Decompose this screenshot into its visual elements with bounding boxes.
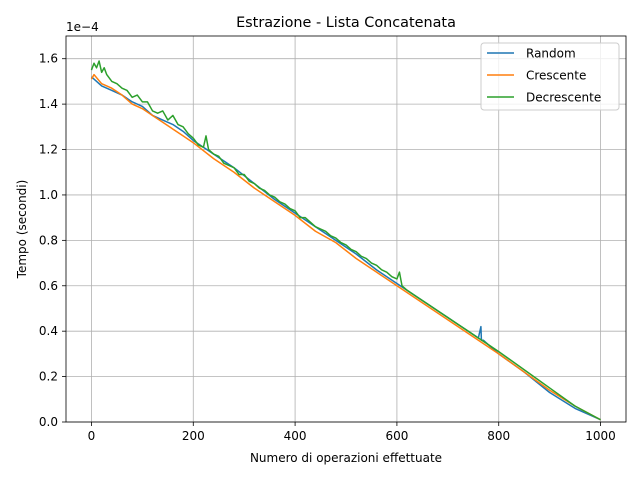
y-tick-label: 1.4: [39, 97, 58, 111]
y-tick-label: 0.4: [39, 324, 58, 338]
y-tick-label: 0.0: [39, 415, 58, 429]
x-axis-label: Numero di operazioni effettuate: [250, 451, 442, 465]
legend-label-crescente: Crescente: [526, 69, 586, 83]
grid: [66, 36, 626, 423]
y-tick-label: 1.0: [39, 188, 58, 202]
y-tick-label: 1.6: [39, 52, 58, 66]
y-axis-label: Tempo (secondi): [15, 180, 29, 280]
x-tick-label: 800: [487, 429, 510, 443]
chart-title: Estrazione - Lista Concatenata: [236, 15, 456, 31]
x-tick-label: 400: [284, 429, 307, 443]
axis-ticks: 0 200 400 600 800 1000 0.0 0.2 0.4 0.6 0.8 1.0 1.2 1.…: [39, 52, 616, 443]
x-tick-label: 600: [385, 429, 408, 443]
series-lines: [90, 60, 601, 421]
y-tick-label: 0.8: [39, 233, 58, 247]
y-tick-label: 1.2: [39, 143, 58, 157]
series-line-crescente: [90, 73, 601, 421]
legend-label-random: Random: [526, 47, 576, 61]
legend-label-decrescente: Decrescente: [526, 91, 601, 105]
y-tick-label: 0.6: [39, 279, 58, 293]
y-tick-label: 0.2: [39, 370, 58, 384]
plot-frame: [65, 35, 627, 423]
legend-box: [480, 42, 620, 111]
x-tick-label: 200: [182, 429, 205, 443]
legend: Random Crescente Decrescente: [480, 42, 620, 111]
x-tick-label: 0: [88, 429, 96, 443]
x-tick-label: 1000: [585, 429, 616, 443]
y-scale-label: 1e−4: [66, 20, 99, 34]
series-line-decrescente: [90, 60, 601, 421]
